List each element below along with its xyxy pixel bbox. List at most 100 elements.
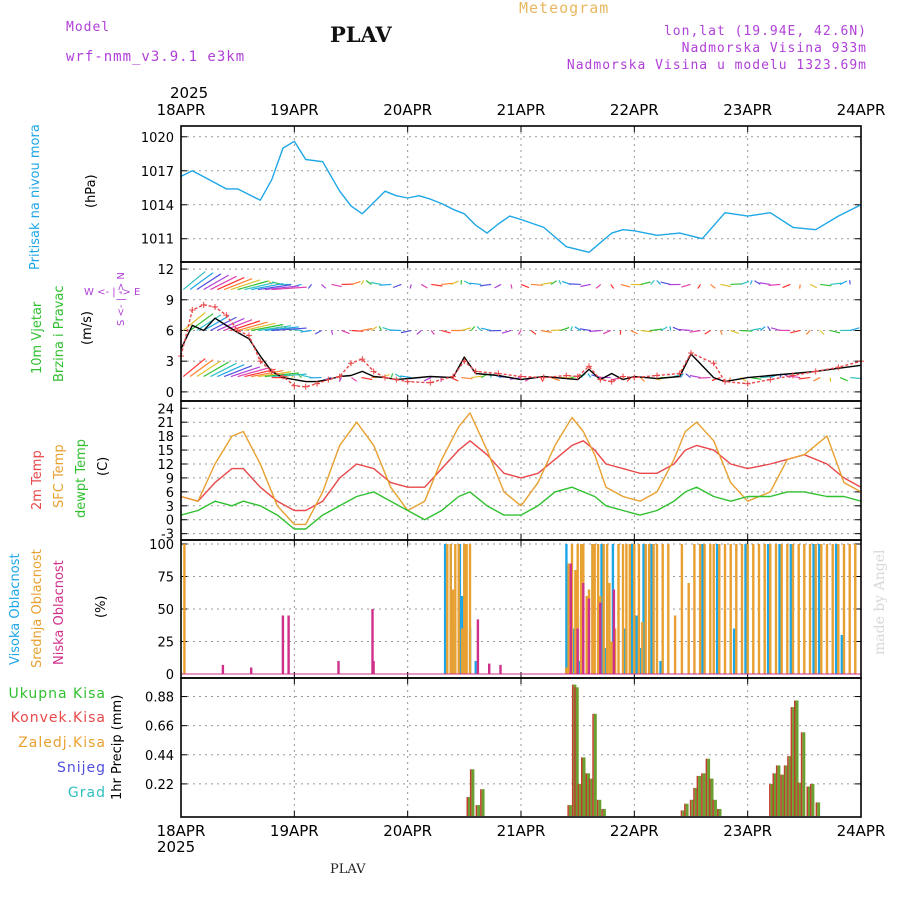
precip-total-bar: [770, 783, 774, 816]
wind-arrow: [251, 282, 284, 291]
precip-total-bar: [811, 783, 815, 816]
wind-arrow: [540, 329, 552, 333]
wind-arrow: [217, 363, 245, 378]
cloud-bar: [287, 615, 290, 674]
cloud-bar: [789, 544, 792, 674]
cloud-bar: [449, 544, 452, 674]
y-tick-label: 9: [166, 472, 174, 487]
cloud-bar: [565, 544, 568, 674]
wind-arrow: [540, 377, 544, 382]
wind-arrow: [574, 326, 582, 331]
cloud-bar: [825, 544, 829, 674]
x-tick-label: 18APR: [157, 101, 206, 119]
wind-arrow: [416, 330, 422, 335]
wind-arrow: [338, 377, 343, 382]
cloud-bar: [803, 544, 806, 674]
wind-arrow: [476, 326, 482, 331]
cloud-bar: [465, 544, 468, 674]
wind-compass-we: W <- | -> E: [84, 287, 141, 298]
cloud-bar: [729, 544, 732, 674]
wind-arrow: [430, 330, 435, 335]
cloud-bar: [837, 544, 840, 674]
precip-total-bar: [598, 799, 602, 816]
wind-arrow: [257, 371, 292, 378]
wind-arrow: [264, 285, 299, 291]
wind-arrow: [400, 375, 412, 379]
wind-arrow: [351, 377, 358, 382]
wind-arrow: [788, 375, 801, 379]
precip-total-bar: [568, 805, 572, 816]
precip-total-bar: [777, 765, 781, 816]
wind-arrow: [378, 326, 382, 331]
precip-conv-bar: [787, 756, 789, 816]
wind-arrow: [351, 329, 364, 332]
cloud-bar: [567, 563, 570, 674]
precip-conv-bar: [469, 769, 472, 816]
y-tick-label: 0.66: [145, 720, 174, 735]
cloud-bar: [647, 544, 651, 674]
x-tick-label: 19APR: [270, 101, 319, 119]
x-tick-label: 18APR: [157, 822, 206, 840]
precip-total-bar: [710, 778, 714, 816]
cloud-bar: [698, 544, 702, 674]
wind-arrow: [251, 369, 284, 378]
wind-arrow: [819, 330, 825, 335]
wind-arrow: [640, 377, 646, 382]
wind-arrow: [461, 327, 472, 332]
precip-total-bar: [713, 799, 717, 816]
precip-total-bar: [702, 773, 706, 816]
x-tick-label: 19APR: [270, 822, 319, 840]
wind-arrow: [420, 283, 428, 289]
precip-total-bar: [792, 707, 796, 816]
cloud-bar: [797, 544, 800, 674]
year-bottom: 2025: [157, 838, 196, 856]
wind-arrow: [704, 329, 711, 335]
precip-total-bar: [582, 757, 586, 816]
precip-conv-bar: [783, 765, 786, 816]
precip-conv-bar: [800, 732, 803, 816]
wind-arrow: [264, 326, 299, 332]
y-tick-label: 6: [166, 486, 174, 501]
wind-arrow: [767, 326, 771, 331]
cloud-bar: [644, 544, 647, 674]
wind-arrow: [189, 359, 214, 378]
wind-arrow: [182, 271, 206, 291]
precip-conv-bar: [712, 799, 714, 816]
x-tick-label: 24APR: [837, 822, 886, 840]
y-tick-label: 100: [149, 538, 174, 553]
cloud-bar: [468, 544, 472, 674]
x-tick-label: 23APR: [723, 822, 772, 840]
wind-arrow: [678, 328, 691, 332]
wind-arrow: [217, 276, 245, 291]
y-tick-label: 1011: [141, 233, 174, 248]
cloud-bar: [574, 570, 577, 674]
precip-total-bar: [477, 805, 481, 816]
wind-arrow: [750, 327, 762, 332]
wind-arrow: [361, 328, 373, 332]
precip-conv-bar: [772, 773, 774, 816]
cloud-bar: [457, 544, 460, 674]
cloud-bar: [610, 641, 613, 674]
wind-arrow: [719, 330, 723, 335]
cloud-bar: [791, 544, 795, 674]
cloud-bar: [458, 544, 462, 674]
wind-arrow: [640, 281, 651, 286]
wind-arrow: [237, 321, 268, 332]
cloud-bar: [474, 661, 477, 674]
precip-total-bar: [795, 700, 799, 816]
precip-label-freezing: Zaledj.Kisa: [18, 735, 106, 751]
y-tick-label: 1020: [141, 131, 174, 146]
cloud-bar: [735, 544, 738, 674]
panel-frame: [180, 677, 862, 818]
cloud-bar: [693, 544, 696, 674]
wind-arrow: [620, 283, 631, 288]
precip-total-bar: [774, 773, 777, 816]
wind-arrow: [203, 315, 229, 331]
wind-arrow: [203, 274, 229, 291]
wind-arrow: [189, 313, 214, 331]
cloud-bar: [602, 544, 605, 674]
cloud-bar: [661, 544, 664, 674]
wind-arrow: [850, 376, 862, 380]
cloud-bar: [703, 544, 706, 674]
cloud-bar: [476, 619, 480, 674]
